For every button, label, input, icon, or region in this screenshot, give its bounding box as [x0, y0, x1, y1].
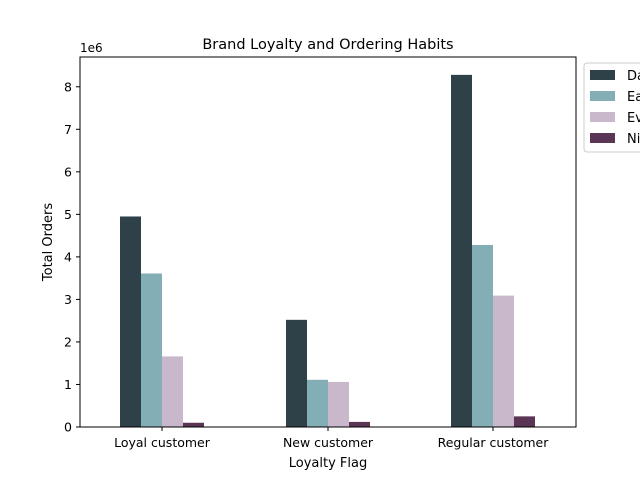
plot-area-frame	[79, 56, 577, 428]
y-tick-label: 1	[64, 377, 72, 392]
y-tick-label: 7	[64, 122, 72, 137]
y-axis-offset-label: 1e6	[80, 41, 103, 55]
x-tick-label: Regular customer	[438, 435, 550, 450]
y-tick-label: 8	[64, 79, 72, 94]
x-tick-label: Loyal customer	[114, 435, 211, 450]
legend-label: Ev	[627, 111, 640, 126]
x-tick-label: New customer	[283, 435, 374, 450]
y-tick-label: 4	[64, 249, 72, 264]
ticks-group: 0 1 2 3 4 5 6 7 8 Loyal customer New customer Regul…	[64, 79, 549, 450]
bar	[514, 416, 535, 427]
y-tick-label: 6	[64, 164, 72, 179]
legend-swatch	[590, 91, 615, 101]
legend-label: Ea	[627, 90, 640, 105]
y-tick-label: 3	[64, 292, 72, 307]
y-axis-label: Total Orders	[41, 203, 56, 282]
bar	[120, 216, 141, 427]
y-tick-label: 5	[64, 207, 72, 222]
legend-swatch	[590, 70, 615, 80]
legend-label: Ni	[627, 132, 640, 147]
legend-frame	[583, 62, 640, 153]
bar	[162, 356, 183, 427]
bar	[472, 244, 493, 427]
bar	[328, 381, 349, 427]
bar	[493, 295, 514, 427]
x-axis-label: Loyalty Flag	[289, 456, 367, 471]
chart-title: Brand Loyalty and Ordering Habits	[202, 37, 453, 53]
bar	[451, 74, 472, 428]
y-tick-label: 2	[64, 334, 72, 349]
bar	[183, 422, 204, 427]
legend-swatch	[590, 133, 615, 143]
legend-label: Da	[627, 69, 640, 84]
bars-group	[120, 74, 535, 428]
bar	[286, 319, 307, 427]
legend: Da Ea Ev Ni	[583, 62, 640, 153]
legend-swatch	[590, 112, 615, 122]
y-tick-label: 0	[64, 420, 72, 435]
bar	[141, 273, 162, 427]
bar	[307, 379, 328, 427]
bar	[349, 421, 370, 427]
